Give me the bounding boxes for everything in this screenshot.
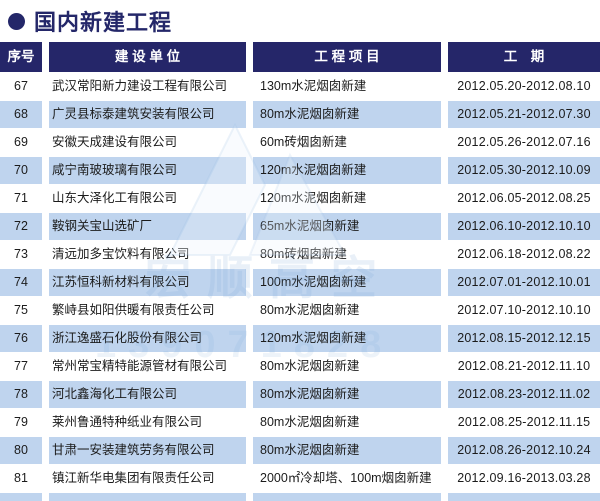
table-row: 70 咸宁南玻玻璃有限公司 120m水泥烟囱新建 2012.05.30-2012… (0, 157, 600, 184)
company-cell: 鞍钢关宝山选矿厂 (49, 213, 246, 240)
table-row: 80 甘肃一安装建筑劳务有限公司 80m水泥烟囱新建 2012.08.26-20… (0, 437, 600, 464)
table-header-row: 序号 建 设 单 位 工 程 项 目 工 期 (0, 42, 600, 72)
period-cell: 2012.07.01-2012.10.01 (448, 269, 600, 296)
projects-table: 序号 建 设 单 位 工 程 项 目 工 期 67 武汉常阳新力建设工程有限公司… (0, 42, 600, 501)
table-body: 67 武汉常阳新力建设工程有限公司 130m水泥烟囱新建 2012.05.20-… (0, 73, 600, 492)
table-row: 76 浙江逸盛石化股份有限公司 120m水泥烟囱新建 2012.08.15-20… (0, 325, 600, 352)
project-cell: 80m水泥烟囱新建 (253, 297, 441, 324)
row-number-cell: 76 (0, 325, 42, 352)
period-cell: 2012.08.25-2012.11.15 (448, 409, 600, 436)
bullet-icon (8, 12, 25, 30)
company-cell: 咸宁南玻玻璃有限公司 (49, 157, 246, 184)
row-number-cell: 79 (0, 409, 42, 436)
table-row: 72 鞍钢关宝山选矿厂 65m水泥烟囱新建 2012.06.10-2012.10… (0, 213, 600, 240)
table-row: 78 河北鑫海化工有限公司 80m水泥烟囱新建 2012.08.23-2012.… (0, 381, 600, 408)
row-number-cell: 73 (0, 241, 42, 268)
title-bar: 国内新建工程 (0, 0, 600, 42)
project-cell: 65m水泥烟囱新建 (253, 213, 441, 240)
company-cell: 繁峙县如阳供暖有限责任公司 (49, 297, 246, 324)
header-cell-no: 序号 (0, 42, 42, 72)
project-cell: 60m砖烟囱新建 (253, 129, 441, 156)
project-cell: 120m水泥烟囱新建 (253, 325, 441, 352)
company-cell: 甘肃一安装建筑劳务有限公司 (49, 437, 246, 464)
project-cell: 80m水泥烟囱新建 (253, 353, 441, 380)
company-cell: 镇江新华电集团有限责任公司 (49, 465, 246, 492)
period-cell: 2012.08.21-2012.11.10 (448, 353, 600, 380)
company-cell: 武汉常阳新力建设工程有限公司 (49, 73, 246, 100)
company-cell: 浙江逸盛石化股份有限公司 (49, 325, 246, 352)
project-cell: 120m水泥烟囱新建 (253, 157, 441, 184)
row-number-cell: 77 (0, 353, 42, 380)
table-row: 68 广灵县标泰建筑安装有限公司 80m水泥烟囱新建 2012.05.21-20… (0, 101, 600, 128)
table-row: 77 常州常宝精特能源管材有限公司 80m水泥烟囱新建 2012.08.21-2… (0, 353, 600, 380)
header-cell-company: 建 设 单 位 (49, 42, 246, 72)
period-cell: 2012.08.26-2012.10.24 (448, 437, 600, 464)
header-cell-period: 工 期 (448, 42, 600, 72)
row-number-cell: 75 (0, 297, 42, 324)
period-cell: 2012.06.10-2012.10.10 (448, 213, 600, 240)
row-number-cell: 78 (0, 381, 42, 408)
company-cell: 安徽天成建设有限公司 (49, 129, 246, 156)
header-cell-project: 工 程 项 目 (253, 42, 441, 72)
table-row: 69 安徽天成建设有限公司 60m砖烟囱新建 2012.05.26-2012.0… (0, 129, 600, 156)
row-number-cell: 69 (0, 129, 42, 156)
table-row: 75 繁峙县如阳供暖有限责任公司 80m水泥烟囱新建 2012.07.10-20… (0, 297, 600, 324)
project-cell: 80m砖烟囱新建 (253, 241, 441, 268)
period-cell: 2012.06.05-2012.08.25 (448, 185, 600, 212)
row-number-cell: 80 (0, 437, 42, 464)
page-title: 国内新建工程 (34, 10, 173, 35)
period-cell: 2012.05.26-2012.07.16 (448, 129, 600, 156)
row-number-cell: 81 (0, 465, 42, 492)
table-row: 74 江苏恒科新材料有限公司 100m水泥烟囱新建 2012.07.01-201… (0, 269, 600, 296)
company-cell: 河北鑫海化工有限公司 (49, 381, 246, 408)
company-cell: 江苏恒科新材料有限公司 (49, 269, 246, 296)
period-cell: 2012.09.16-2013.03.28 (448, 465, 600, 492)
table-row: 67 武汉常阳新力建设工程有限公司 130m水泥烟囱新建 2012.05.20-… (0, 73, 600, 100)
company-cell: 山东大泽化工有限公司 (49, 185, 246, 212)
row-number-cell: 67 (0, 73, 42, 100)
cutoff-row (0, 493, 600, 501)
period-cell: 2012.08.15-2012.12.15 (448, 325, 600, 352)
project-cell: 80m水泥烟囱新建 (253, 437, 441, 464)
project-cell: 100m水泥烟囱新建 (253, 269, 441, 296)
company-cell: 常州常宝精特能源管材有限公司 (49, 353, 246, 380)
row-number-cell: 70 (0, 157, 42, 184)
project-cell: 2000㎡冷却塔、100m烟囱新建 (253, 465, 441, 492)
project-cell: 80m水泥烟囱新建 (253, 381, 441, 408)
period-cell: 2012.05.20-2012.08.10 (448, 73, 600, 100)
period-cell: 2012.06.18-2012.08.22 (448, 241, 600, 268)
company-cell: 莱州鲁通特种纸业有限公司 (49, 409, 246, 436)
row-number-cell: 71 (0, 185, 42, 212)
project-cell: 120m水泥烟囱新建 (253, 185, 441, 212)
company-cell: 清远加多宝饮料有限公司 (49, 241, 246, 268)
row-number-cell: 74 (0, 269, 42, 296)
project-cell: 80m水泥烟囱新建 (253, 101, 441, 128)
period-cell: 2012.05.30-2012.10.09 (448, 157, 600, 184)
project-cell: 80m水泥烟囱新建 (253, 409, 441, 436)
company-cell: 广灵县标泰建筑安装有限公司 (49, 101, 246, 128)
row-number-cell: 68 (0, 101, 42, 128)
table-row: 71 山东大泽化工有限公司 120m水泥烟囱新建 2012.06.05-2012… (0, 185, 600, 212)
period-cell: 2012.05.21-2012.07.30 (448, 101, 600, 128)
table-row: 81 镇江新华电集团有限责任公司 2000㎡冷却塔、100m烟囱新建 2012.… (0, 465, 600, 492)
table-row: 79 莱州鲁通特种纸业有限公司 80m水泥烟囱新建 2012.08.25-201… (0, 409, 600, 436)
period-cell: 2012.08.23-2012.11.02 (448, 381, 600, 408)
project-cell: 130m水泥烟囱新建 (253, 73, 441, 100)
table-row: 73 清远加多宝饮料有限公司 80m砖烟囱新建 2012.06.18-2012.… (0, 241, 600, 268)
period-cell: 2012.07.10-2012.10.10 (448, 297, 600, 324)
row-number-cell: 72 (0, 213, 42, 240)
